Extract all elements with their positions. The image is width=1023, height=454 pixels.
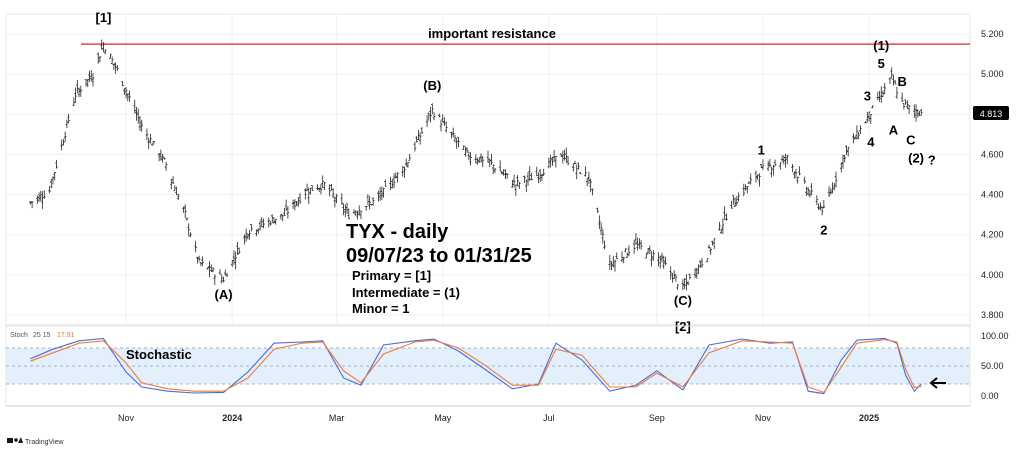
wave-label: [2] [675, 319, 691, 334]
wave-label: (A) [214, 287, 232, 302]
time-tick-label: Jul [543, 413, 555, 423]
stochastic-tick-label: 100.00 [981, 331, 1009, 341]
last-price-value: 4.813 [980, 109, 1003, 119]
last-price-badge: 4.813 [973, 106, 1009, 120]
ohlc-bars [29, 39, 923, 291]
time-tick-label: Nov [118, 413, 135, 423]
price-tick-label: 4.200 [981, 230, 1004, 240]
stochastic-lines [30, 337, 922, 395]
time-tick-label: 2025 [859, 413, 879, 423]
legend-note-primary: Primary = [1] [352, 268, 431, 283]
stochastic-header-value: 17.91 [57, 332, 75, 339]
time-tick-label: 2024 [222, 413, 242, 423]
wave-label: A [889, 122, 899, 137]
price-tick-label: 3.800 [981, 310, 1004, 320]
wave-label: ? [928, 152, 936, 167]
wave-label: 2 [820, 223, 827, 238]
wave-label: 1 [758, 142, 765, 157]
stochastic-tick-label: 50.00 [981, 361, 1004, 371]
chart-annotation: TYX - daily 09/07/23 to 01/31/25 Primary… [346, 221, 532, 316]
wave-label: (2) [908, 150, 924, 165]
stochastic-header-name: Stoch [10, 332, 28, 339]
time-tick-label: Nov [755, 413, 772, 423]
wave-label: 5 [878, 56, 885, 71]
resistance-label: important resistance [428, 26, 556, 41]
wave-label: 4 [867, 134, 875, 149]
stochastic-panel: Stochastic Stoch 25 15 17.91 [5, 325, 971, 407]
stochastic-header-params: 25 15 [33, 332, 51, 339]
legend-note-minor: Minor = 1 [352, 301, 409, 316]
price-tick-label: 4.400 [981, 190, 1004, 200]
chart-subtitle: 09/07/23 to 01/31/25 [346, 245, 532, 267]
stochastic-header[interactable]: Stoch 25 15 17.91 [10, 332, 75, 339]
wave-label: (B) [423, 78, 441, 93]
tradingview-logo[interactable]: TradingView [7, 437, 64, 446]
wave-label: 3 [864, 88, 871, 103]
stochastic-line-pct-d [30, 339, 922, 394]
stochastic-tick-label: 0.00 [981, 391, 999, 401]
wave-label: (1) [873, 38, 889, 53]
stochastic-axis[interactable]: 100.00 50.00 0.00 [981, 331, 1009, 401]
stochastic-line-pct-k [30, 337, 922, 395]
stochastic-label: Stochastic [126, 347, 192, 362]
price-tick-label: 4.000 [981, 270, 1004, 280]
time-axis[interactable]: Nov 2024 Mar May Jul Sep Nov 2025 [6, 405, 970, 423]
time-tick-label: Sep [649, 413, 665, 423]
time-tick-label: Mar [329, 413, 345, 423]
wave-label: (C) [674, 293, 692, 308]
tradingview-logo-icon [7, 437, 23, 443]
price-tick-label: 4.600 [981, 149, 1004, 159]
time-tick-label: May [434, 413, 452, 423]
wave-label: [1] [95, 10, 111, 25]
main-panel-border [5, 13, 971, 326]
main-panel: important resistance [1] (A) (B) (C) [2] 1 2 3 4… [5, 10, 971, 334]
left-arrow-icon [929, 377, 946, 389]
main-grid [6, 14, 970, 325]
wave-label: C [906, 132, 916, 147]
wave-labels: [1] (A) (B) (C) [2] 1 2 3 4 5 (1) A B C (2)? [95, 10, 935, 334]
chart-title: TYX - daily [346, 221, 449, 243]
price-tick-label: 5.000 [981, 69, 1004, 79]
price-tick-label: 5.200 [981, 29, 1004, 39]
tradingview-label: TradingView [25, 439, 64, 446]
stochastic-guides [6, 347, 970, 385]
legend-note-intermediate: Intermediate = (1) [352, 285, 460, 300]
wave-label: B [897, 74, 906, 89]
